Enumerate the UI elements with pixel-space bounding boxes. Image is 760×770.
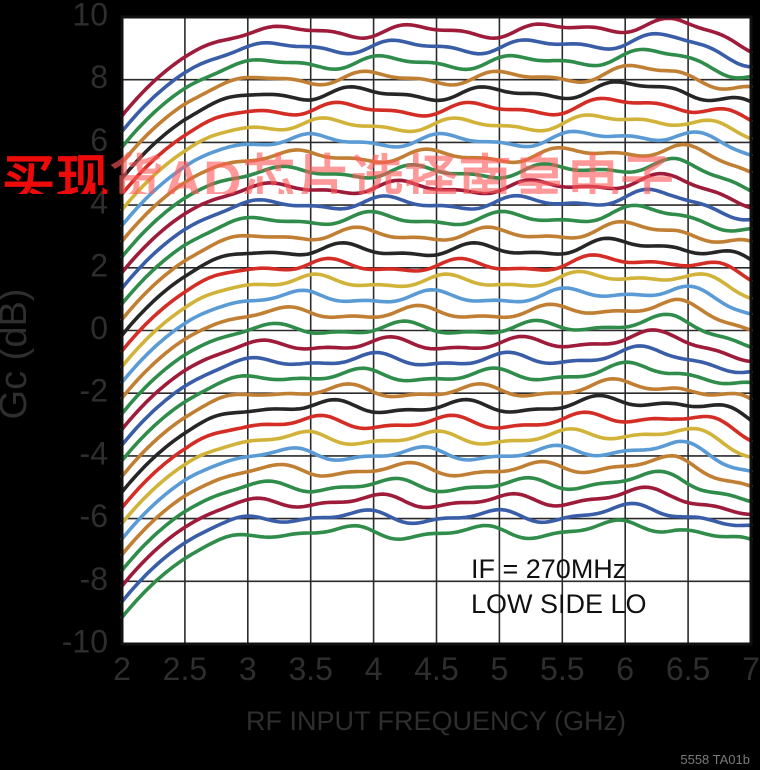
svg-text:8: 8 [90, 59, 108, 95]
svg-text:4.5: 4.5 [414, 651, 458, 687]
svg-text:LOW SIDE LO: LOW SIDE LO [471, 589, 647, 619]
svg-text:2: 2 [113, 651, 131, 687]
svg-text:3: 3 [239, 651, 257, 687]
svg-text:0: 0 [90, 310, 108, 346]
svg-text:-8: -8 [80, 561, 108, 597]
svg-text:-4: -4 [80, 435, 108, 471]
svg-text:-6: -6 [80, 498, 108, 534]
svg-text:5: 5 [491, 651, 509, 687]
svg-text:RF INPUT FREQUENCY (GHz): RF INPUT FREQUENCY (GHz) [246, 706, 626, 736]
svg-text:IF = 270MHz: IF = 270MHz [471, 554, 626, 584]
svg-text:Gc (dB): Gc (dB) [0, 289, 35, 420]
svg-text:2: 2 [90, 247, 108, 283]
svg-text:6.5: 6.5 [666, 651, 710, 687]
svg-text:5.5: 5.5 [540, 651, 584, 687]
svg-text:2.5: 2.5 [163, 651, 207, 687]
svg-text:3.5: 3.5 [288, 651, 332, 687]
svg-text:10: 10 [72, 0, 108, 32]
svg-text:-2: -2 [80, 373, 108, 409]
svg-text:7: 7 [742, 651, 760, 687]
svg-text:6: 6 [616, 651, 634, 687]
svg-text:-10: -10 [62, 623, 108, 659]
svg-text:4: 4 [365, 651, 383, 687]
